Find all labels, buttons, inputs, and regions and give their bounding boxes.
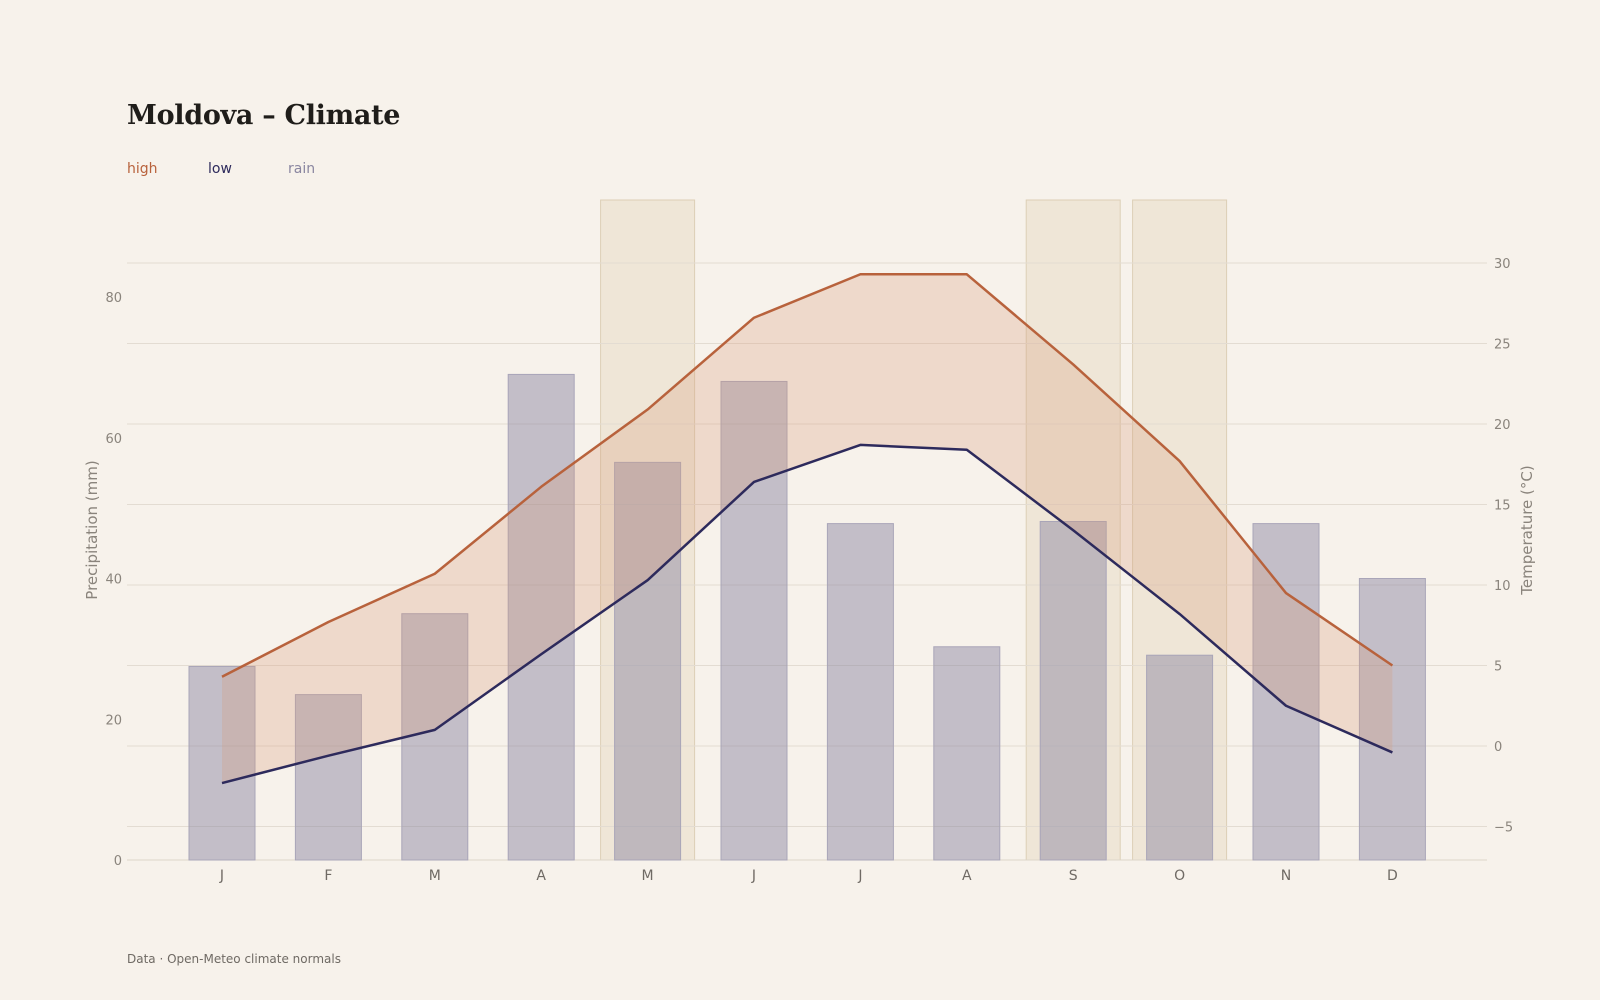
y-axis-title: Precipitation (mm) (83, 460, 101, 599)
y2-tick-label: 30 (1494, 257, 1511, 272)
x-tick-label: A (962, 868, 972, 884)
temperature-range-area (222, 274, 1393, 784)
rain-bar (507, 373, 575, 861)
x-tick-label: A (536, 868, 546, 884)
rain-bar (1252, 523, 1320, 861)
legend-low: low (208, 161, 232, 177)
y2-tick-label: 0 (1494, 740, 1502, 755)
x-tick-label: N (1281, 868, 1291, 884)
y2-tick-label: 25 (1494, 338, 1511, 353)
y-tick-label: 20 (105, 713, 122, 728)
low-line (221, 443, 1393, 785)
y2-tick-label: 5 (1494, 660, 1502, 675)
x-tick-label: J (219, 868, 224, 884)
y-tick-label: 80 (105, 291, 122, 306)
rain-bar (1146, 654, 1214, 861)
rain-bar (1039, 520, 1107, 861)
rain-bar (720, 380, 788, 861)
y-tick-label: 40 (105, 573, 122, 588)
rain-bar (614, 461, 682, 861)
chart-title: Moldova – Climate (127, 100, 401, 131)
x-tick-label: M (642, 868, 654, 884)
x-tick-label: F (324, 868, 332, 884)
y2-tick-label: 15 (1494, 499, 1511, 514)
rain-bar (933, 646, 1001, 861)
y2-axis-title: Temperature (°C) (1518, 465, 1536, 595)
high-line (221, 273, 1394, 678)
y-tick-label: 0 (114, 854, 122, 869)
x-tick-label: M (429, 868, 441, 884)
x-tick-label: J (751, 868, 756, 884)
highlight-band (600, 199, 696, 861)
rain-bar (826, 523, 894, 861)
x-tick-label: O (1174, 868, 1185, 884)
x-tick-label: D (1387, 868, 1398, 884)
highlight-band (1132, 199, 1228, 861)
footer-source: Data · Open-Meteo climate normals (127, 952, 341, 966)
y2-tick-label: 20 (1494, 418, 1511, 433)
y2-tick-label: −5 (1494, 821, 1513, 836)
rain-bar (294, 694, 362, 861)
x-tick-label: S (1069, 868, 1078, 884)
rain-bar (401, 613, 469, 861)
y-tick-label: 60 (105, 432, 122, 447)
legend-rain: rain (288, 161, 316, 177)
x-tick-label: J (857, 868, 862, 884)
y2-tick-label: 10 (1494, 579, 1511, 594)
rain-bar (188, 665, 256, 861)
legend-high: high (127, 161, 158, 177)
rain-bar (1358, 578, 1426, 861)
